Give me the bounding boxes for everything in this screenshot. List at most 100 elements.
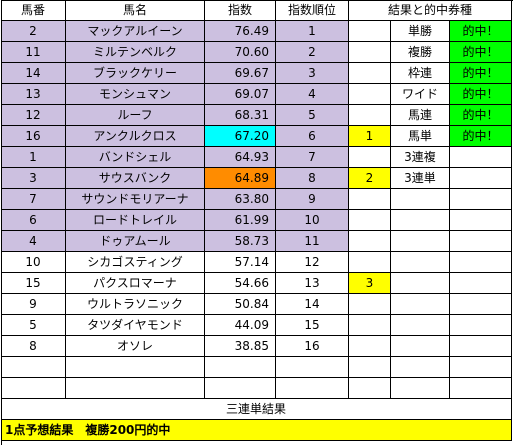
index-cell[interactable]: 70.60 — [205, 42, 276, 63]
bet-type-cell[interactable] — [391, 189, 450, 210]
bet-type-cell[interactable]: ワイド — [391, 84, 450, 105]
hit-cell[interactable]: 的中！ — [450, 42, 512, 63]
hit-cell[interactable]: 的中！ — [450, 105, 512, 126]
hit-cell[interactable] — [450, 210, 512, 231]
empty-cell[interactable] — [450, 378, 512, 399]
bet-type-cell[interactable] — [391, 315, 450, 336]
finish-position-cell[interactable] — [349, 42, 391, 63]
index-cell[interactable]: 44.09 — [205, 315, 276, 336]
index-rank-cell[interactable]: 2 — [276, 42, 349, 63]
finish-position-cell[interactable] — [349, 21, 391, 42]
index-cell[interactable]: 63.80 — [205, 189, 276, 210]
index-cell[interactable]: 68.31 — [205, 105, 276, 126]
horse-name-cell[interactable]: オソレ — [66, 336, 205, 357]
horse-no-cell[interactable]: 12 — [1, 105, 66, 126]
horse-no-cell[interactable]: 8 — [1, 336, 66, 357]
horse-no-cell[interactable]: 13 — [1, 84, 66, 105]
finish-position-cell[interactable] — [349, 336, 391, 357]
horse-name-cell[interactable]: マックアルイーン — [66, 21, 205, 42]
horse-name-cell[interactable]: サウスバンク — [66, 168, 205, 189]
hit-cell[interactable]: 的中！ — [450, 126, 512, 147]
index-rank-cell[interactable]: 14 — [276, 294, 349, 315]
index-rank-cell[interactable]: 8 — [276, 168, 349, 189]
empty-cell[interactable] — [391, 357, 450, 378]
finish-position-cell[interactable] — [349, 63, 391, 84]
index-rank-cell[interactable]: 3 — [276, 63, 349, 84]
bet-type-cell[interactable] — [391, 294, 450, 315]
empty-cell[interactable] — [1, 357, 66, 378]
finish-position-cell[interactable]: 2 — [349, 168, 391, 189]
finish-position-cell[interactable] — [349, 105, 391, 126]
header-result-title[interactable]: 結果と的中券種 — [349, 0, 512, 21]
index-cell[interactable]: 69.67 — [205, 63, 276, 84]
finish-position-cell[interactable]: 3 — [349, 273, 391, 294]
index-rank-cell[interactable]: 10 — [276, 210, 349, 231]
hit-cell[interactable] — [450, 315, 512, 336]
horse-no-cell[interactable]: 14 — [1, 63, 66, 84]
header-index-rank[interactable]: 指数順位 — [276, 0, 349, 21]
index-rank-cell[interactable]: 16 — [276, 336, 349, 357]
index-cell[interactable]: 67.20 — [205, 126, 276, 147]
empty-cell[interactable] — [349, 378, 391, 399]
finish-position-cell[interactable] — [349, 231, 391, 252]
horse-name-cell[interactable]: シカゴスティング — [66, 252, 205, 273]
horse-name-cell[interactable]: ミルテンベルク — [66, 42, 205, 63]
finish-position-cell[interactable] — [349, 294, 391, 315]
horse-name-cell[interactable]: パクスロマーナ — [66, 273, 205, 294]
summary-banner[interactable]: 1点予想結果 複勝200円的中 — [1, 420, 512, 441]
index-cell[interactable]: 57.14 — [205, 252, 276, 273]
bet-type-cell[interactable] — [391, 336, 450, 357]
bet-type-cell[interactable] — [391, 210, 450, 231]
index-rank-cell[interactable]: 4 — [276, 84, 349, 105]
hit-cell[interactable] — [450, 147, 512, 168]
index-rank-cell[interactable]: 5 — [276, 105, 349, 126]
bet-type-cell[interactable]: 馬単 — [391, 126, 450, 147]
horse-name-cell[interactable]: モンシュマン — [66, 84, 205, 105]
horse-name-cell[interactable]: サウンドモリアーナ — [66, 189, 205, 210]
index-rank-cell[interactable]: 15 — [276, 315, 349, 336]
index-rank-cell[interactable]: 13 — [276, 273, 349, 294]
finish-position-cell[interactable] — [349, 189, 391, 210]
horse-name-cell[interactable]: ウルトラソニック — [66, 294, 205, 315]
hit-cell[interactable]: 的中！ — [450, 84, 512, 105]
empty-cell[interactable] — [391, 378, 450, 399]
horse-name-cell[interactable]: ロードトレイル — [66, 210, 205, 231]
horse-no-cell[interactable]: 15 — [1, 273, 66, 294]
bet-type-cell[interactable] — [391, 273, 450, 294]
hit-cell[interactable] — [450, 231, 512, 252]
bet-type-cell[interactable] — [391, 252, 450, 273]
empty-cell[interactable] — [66, 378, 205, 399]
index-cell[interactable]: 54.66 — [205, 273, 276, 294]
finish-position-cell[interactable] — [349, 84, 391, 105]
empty-cell[interactable] — [205, 378, 276, 399]
horse-name-cell[interactable]: アンクルクロス — [66, 126, 205, 147]
index-cell[interactable]: 58.73 — [205, 231, 276, 252]
empty-cell[interactable] — [276, 357, 349, 378]
horse-name-cell[interactable]: ルーフ — [66, 105, 205, 126]
horse-no-cell[interactable]: 16 — [1, 126, 66, 147]
empty-cell[interactable] — [349, 357, 391, 378]
hit-cell[interactable] — [450, 294, 512, 315]
hit-cell[interactable] — [450, 273, 512, 294]
hit-cell[interactable] — [450, 189, 512, 210]
hit-cell[interactable] — [450, 252, 512, 273]
index-cell[interactable]: 64.93 — [205, 147, 276, 168]
empty-cell[interactable] — [276, 378, 349, 399]
horse-no-cell[interactable]: 9 — [1, 294, 66, 315]
index-rank-cell[interactable]: 7 — [276, 147, 349, 168]
index-rank-cell[interactable]: 11 — [276, 231, 349, 252]
finish-position-cell[interactable] — [349, 252, 391, 273]
bet-type-cell[interactable]: 3連単 — [391, 168, 450, 189]
index-cell[interactable]: 61.99 — [205, 210, 276, 231]
horse-no-cell[interactable]: 2 — [1, 21, 66, 42]
header-horse-name[interactable]: 馬名 — [66, 0, 205, 21]
horse-name-cell[interactable]: タツダイヤモンド — [66, 315, 205, 336]
index-rank-cell[interactable]: 1 — [276, 21, 349, 42]
bet-type-cell[interactable]: 複勝 — [391, 42, 450, 63]
horse-no-cell[interactable]: 3 — [1, 168, 66, 189]
bet-type-cell[interactable]: 単勝 — [391, 21, 450, 42]
hit-cell[interactable]: 的中！ — [450, 63, 512, 84]
horse-no-cell[interactable]: 7 — [1, 189, 66, 210]
index-cell[interactable]: 64.89 — [205, 168, 276, 189]
empty-cell[interactable] — [1, 378, 66, 399]
